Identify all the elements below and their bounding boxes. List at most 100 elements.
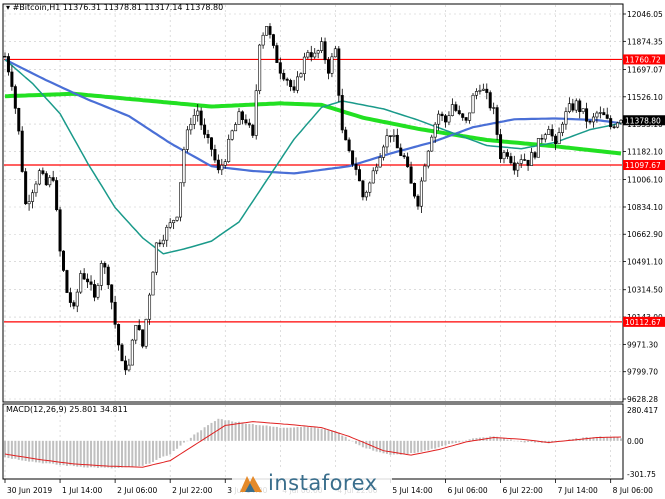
- macd-bar: [403, 440, 406, 454]
- candle-body: [144, 318, 148, 347]
- candle-body: [526, 159, 530, 166]
- candle-body: [62, 250, 66, 271]
- candle-body: [247, 122, 251, 126]
- macd-bar: [265, 425, 268, 441]
- macd-bar: [599, 436, 602, 441]
- macd-bar: [28, 440, 31, 462]
- price-axis: 12046.0511874.3511697.0711526.1011355.10…: [623, 10, 665, 404]
- candle-body: [388, 135, 392, 137]
- macd-bar: [121, 440, 124, 468]
- instaforex-logo-icon: [240, 476, 262, 492]
- candle-body: [443, 115, 447, 123]
- candle-body: [34, 183, 38, 194]
- macd-bar: [107, 440, 110, 468]
- candle-body: [302, 56, 306, 75]
- candle-body: [485, 88, 489, 93]
- candle-body: [271, 34, 275, 46]
- macd-bar: [616, 437, 619, 441]
- macd-bar: [100, 440, 103, 468]
- moving-averages: [4, 58, 622, 255]
- candle-body: [10, 71, 14, 87]
- macd-bar: [327, 429, 330, 441]
- macd-bar: [423, 440, 426, 451]
- candle-body: [488, 92, 492, 109]
- candle-body: [461, 113, 465, 118]
- candle-body: [560, 123, 564, 133]
- candle-body: [165, 226, 169, 241]
- candle-body: [151, 271, 155, 296]
- main-pane-frame: [2, 3, 624, 403]
- candle-body: [602, 112, 606, 116]
- candle-body: [578, 100, 582, 113]
- candle-body: [509, 156, 513, 164]
- candle-body: [137, 325, 141, 331]
- candle-body: [192, 114, 196, 125]
- candle-body: [433, 123, 437, 138]
- candle-body: [502, 152, 506, 160]
- candle-body: [437, 113, 441, 125]
- macd-bar: [200, 430, 203, 441]
- time-tick-label: 2 Jul 06:00: [117, 486, 157, 495]
- macd-bar: [62, 440, 65, 466]
- candle-body: [234, 124, 238, 132]
- macd-bar: [379, 440, 382, 453]
- candle-body: [141, 329, 145, 347]
- price-tick-label: 11182.10: [627, 148, 663, 157]
- macd-bar: [14, 440, 17, 459]
- candle-body: [557, 132, 561, 145]
- macd-tick-label: 0.00: [627, 437, 644, 446]
- macd-bar: [48, 440, 51, 464]
- macd-bar: [193, 434, 196, 441]
- macd-bar: [117, 440, 120, 468]
- macd-bar: [134, 440, 137, 467]
- macd-bar: [506, 439, 509, 441]
- macd-tick-label: -301.75: [627, 470, 656, 479]
- candle-body: [230, 130, 234, 140]
- candle-body: [368, 182, 372, 193]
- candle-body: [598, 112, 602, 114]
- macd-bar: [96, 440, 99, 468]
- candle-body: [244, 119, 248, 124]
- macd-bar: [59, 440, 62, 466]
- candle-body: [106, 266, 110, 286]
- macd-bar: [358, 440, 361, 446]
- macd-bar: [606, 437, 609, 441]
- macd-bar: [609, 437, 612, 441]
- macd-bar: [213, 421, 216, 441]
- macd-bar: [396, 440, 399, 455]
- macd-bar: [434, 440, 437, 449]
- candle-body: [179, 182, 183, 218]
- candle-body: [220, 164, 224, 171]
- candle-body: [612, 126, 616, 128]
- macd-bar: [513, 440, 516, 442]
- macd-bar: [24, 440, 27, 461]
- macd-bar: [303, 426, 306, 441]
- candle-body: [13, 86, 17, 109]
- candle-body: [505, 152, 509, 157]
- candle-body: [543, 134, 547, 140]
- candle-body: [254, 90, 258, 136]
- level-tag: [623, 160, 665, 171]
- candle-body: [196, 110, 200, 116]
- level-tag: [623, 316, 665, 327]
- macd-bar: [83, 440, 86, 468]
- candle-body: [282, 72, 286, 80]
- candle-body: [65, 270, 69, 293]
- macd-bar: [189, 437, 192, 441]
- candle-body: [471, 94, 475, 114]
- candle-body: [375, 166, 379, 172]
- level-label: 11760.72: [625, 55, 661, 64]
- candle-body: [20, 130, 24, 172]
- candle-body: [419, 180, 423, 207]
- macd-bar: [337, 432, 340, 441]
- macd-bar: [31, 440, 34, 462]
- level-label: 10112.67: [625, 318, 661, 327]
- candle-body: [464, 117, 468, 121]
- macd-axis: 280.417 0.00 -301.75: [627, 406, 658, 479]
- macd-bar: [93, 440, 96, 468]
- macd-bar: [351, 440, 354, 442]
- price-tick-label: 10662.90: [627, 230, 663, 239]
- candle-body: [82, 273, 86, 280]
- candle-body: [574, 100, 578, 111]
- macd-bar: [165, 440, 168, 456]
